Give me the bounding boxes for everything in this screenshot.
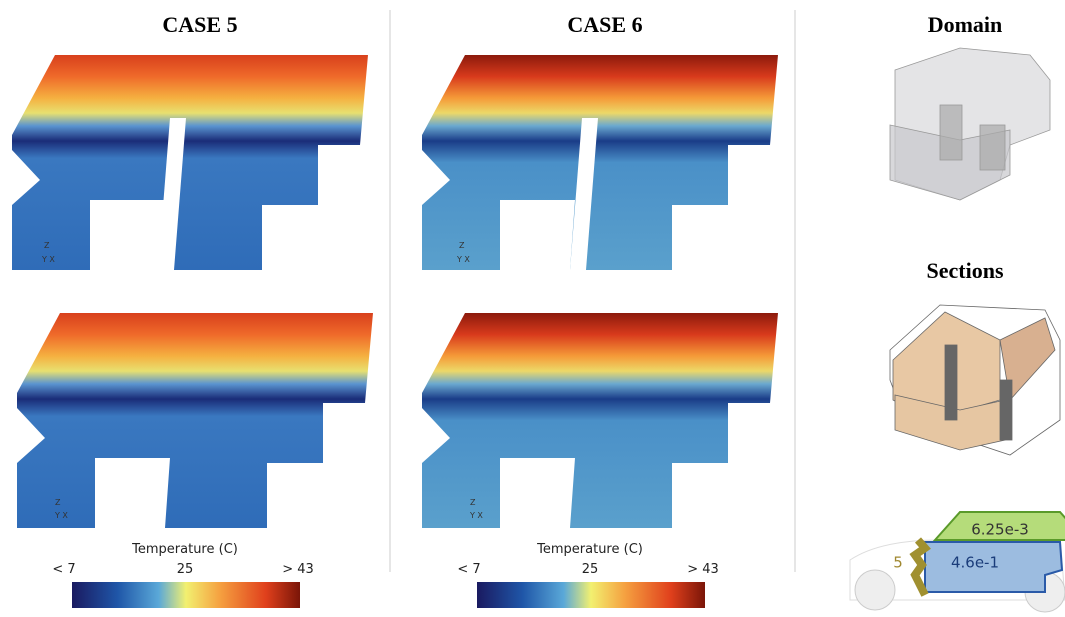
case-6-top [422,55,778,270]
colorbar-label: 25 [177,562,194,577]
section-label: 4.6e-1 [951,554,999,572]
case-5-top [12,55,368,270]
colorbar [477,582,705,608]
figure: CASE 5 Z Y X Z Y X Temperature (C) < 7 25 > 43 CA… [0,0,1065,617]
axis-label: Z [55,498,61,507]
colorbar-title: Temperature (C) [131,542,238,557]
axis-label: Z [470,498,476,507]
axis-label: Y X [54,511,68,520]
colorbar-title: Temperature (C) [536,542,643,557]
panel-title: CASE 5 [162,12,237,37]
axis-label: Z [459,241,465,250]
colorbar [72,582,300,608]
axis-label: Y X [469,511,483,520]
sections-drawing [890,305,1060,455]
axis-label: Y X [456,255,470,264]
domain-drawing [890,48,1050,200]
colorbar-label: < 7 [52,562,75,577]
case-5-bottom [17,313,373,528]
case-6-bottom [422,313,778,528]
axis-label: Z [44,241,50,250]
colorbar-label: > 43 [687,562,719,577]
panel-title: CASE 6 [567,12,642,37]
axis-label: Y X [41,255,55,264]
colorbar-label: 25 [582,562,599,577]
sections-title: Sections [927,258,1004,283]
colorbar-label: < 7 [457,562,480,577]
domain-title: Domain [928,12,1003,37]
section-label: 6.25e-3 [971,521,1029,539]
colorbar-label: > 43 [282,562,314,577]
section-label: 5 [893,554,903,572]
